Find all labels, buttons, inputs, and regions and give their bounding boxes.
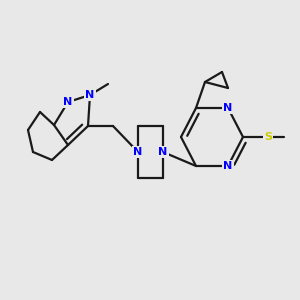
Text: S: S xyxy=(264,132,272,142)
Text: N: N xyxy=(134,147,142,157)
Text: N: N xyxy=(85,90,94,100)
Text: N: N xyxy=(224,161,232,171)
Text: N: N xyxy=(224,103,232,113)
Text: N: N xyxy=(158,147,168,157)
Text: N: N xyxy=(63,97,73,107)
